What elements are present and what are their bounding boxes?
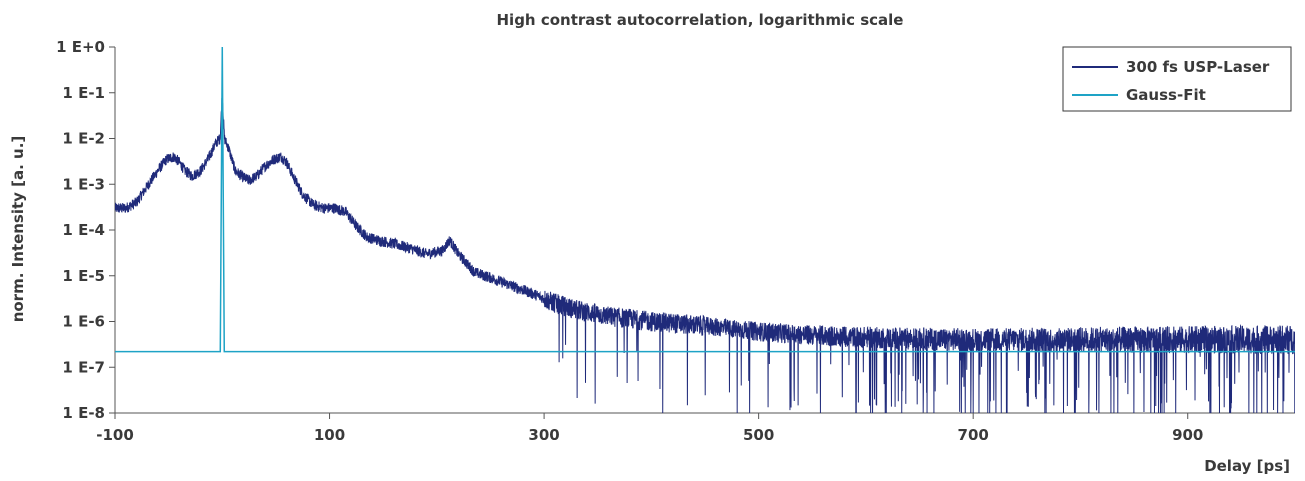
legend-label-gauss-fit: Gauss-Fit [1126, 86, 1206, 104]
legend: 300 fs USP-Laser Gauss-Fit [1062, 46, 1292, 112]
series-usp-laser-line [115, 91, 1295, 413]
x-tick-label: 100 [314, 426, 345, 444]
y-tick-label: 1 E-6 [62, 313, 105, 331]
chart-title: High contrast autocorrelation, logarithm… [497, 11, 904, 29]
y-tick-label: 1 E-8 [62, 404, 105, 422]
y-axis-label: norm. Intensity [a. u.] [9, 136, 27, 323]
plot-area: 1 E+0 1 E-1 1 E-2 1 E-3 1 E-4 1 E-5 1 E-6 1 E-7… [56, 38, 1295, 444]
y-tick-label: 1 E+0 [56, 38, 105, 56]
y-tick-label: 1 E-1 [62, 84, 105, 102]
y-tick-label: 1 E-2 [62, 130, 105, 148]
legend-label-usp-laser: 300 fs USP-Laser [1126, 58, 1270, 76]
y-tick-label: 1 E-3 [62, 175, 105, 193]
y-tick-label: 1 E-7 [62, 358, 105, 376]
x-tick-label: 900 [1172, 426, 1203, 444]
x-tick-label: 500 [743, 426, 774, 444]
series-gauss-fit-line [115, 47, 1295, 353]
x-axis-label: Delay [ps] [1204, 457, 1290, 475]
x-tick-label: 700 [958, 426, 989, 444]
y-tick-label: 1 E-4 [62, 221, 105, 239]
y-tick-label: 1 E-5 [62, 267, 105, 285]
x-tick-label: -100 [96, 426, 134, 444]
x-tick-label: 300 [528, 426, 559, 444]
legend-box [1062, 46, 1292, 112]
